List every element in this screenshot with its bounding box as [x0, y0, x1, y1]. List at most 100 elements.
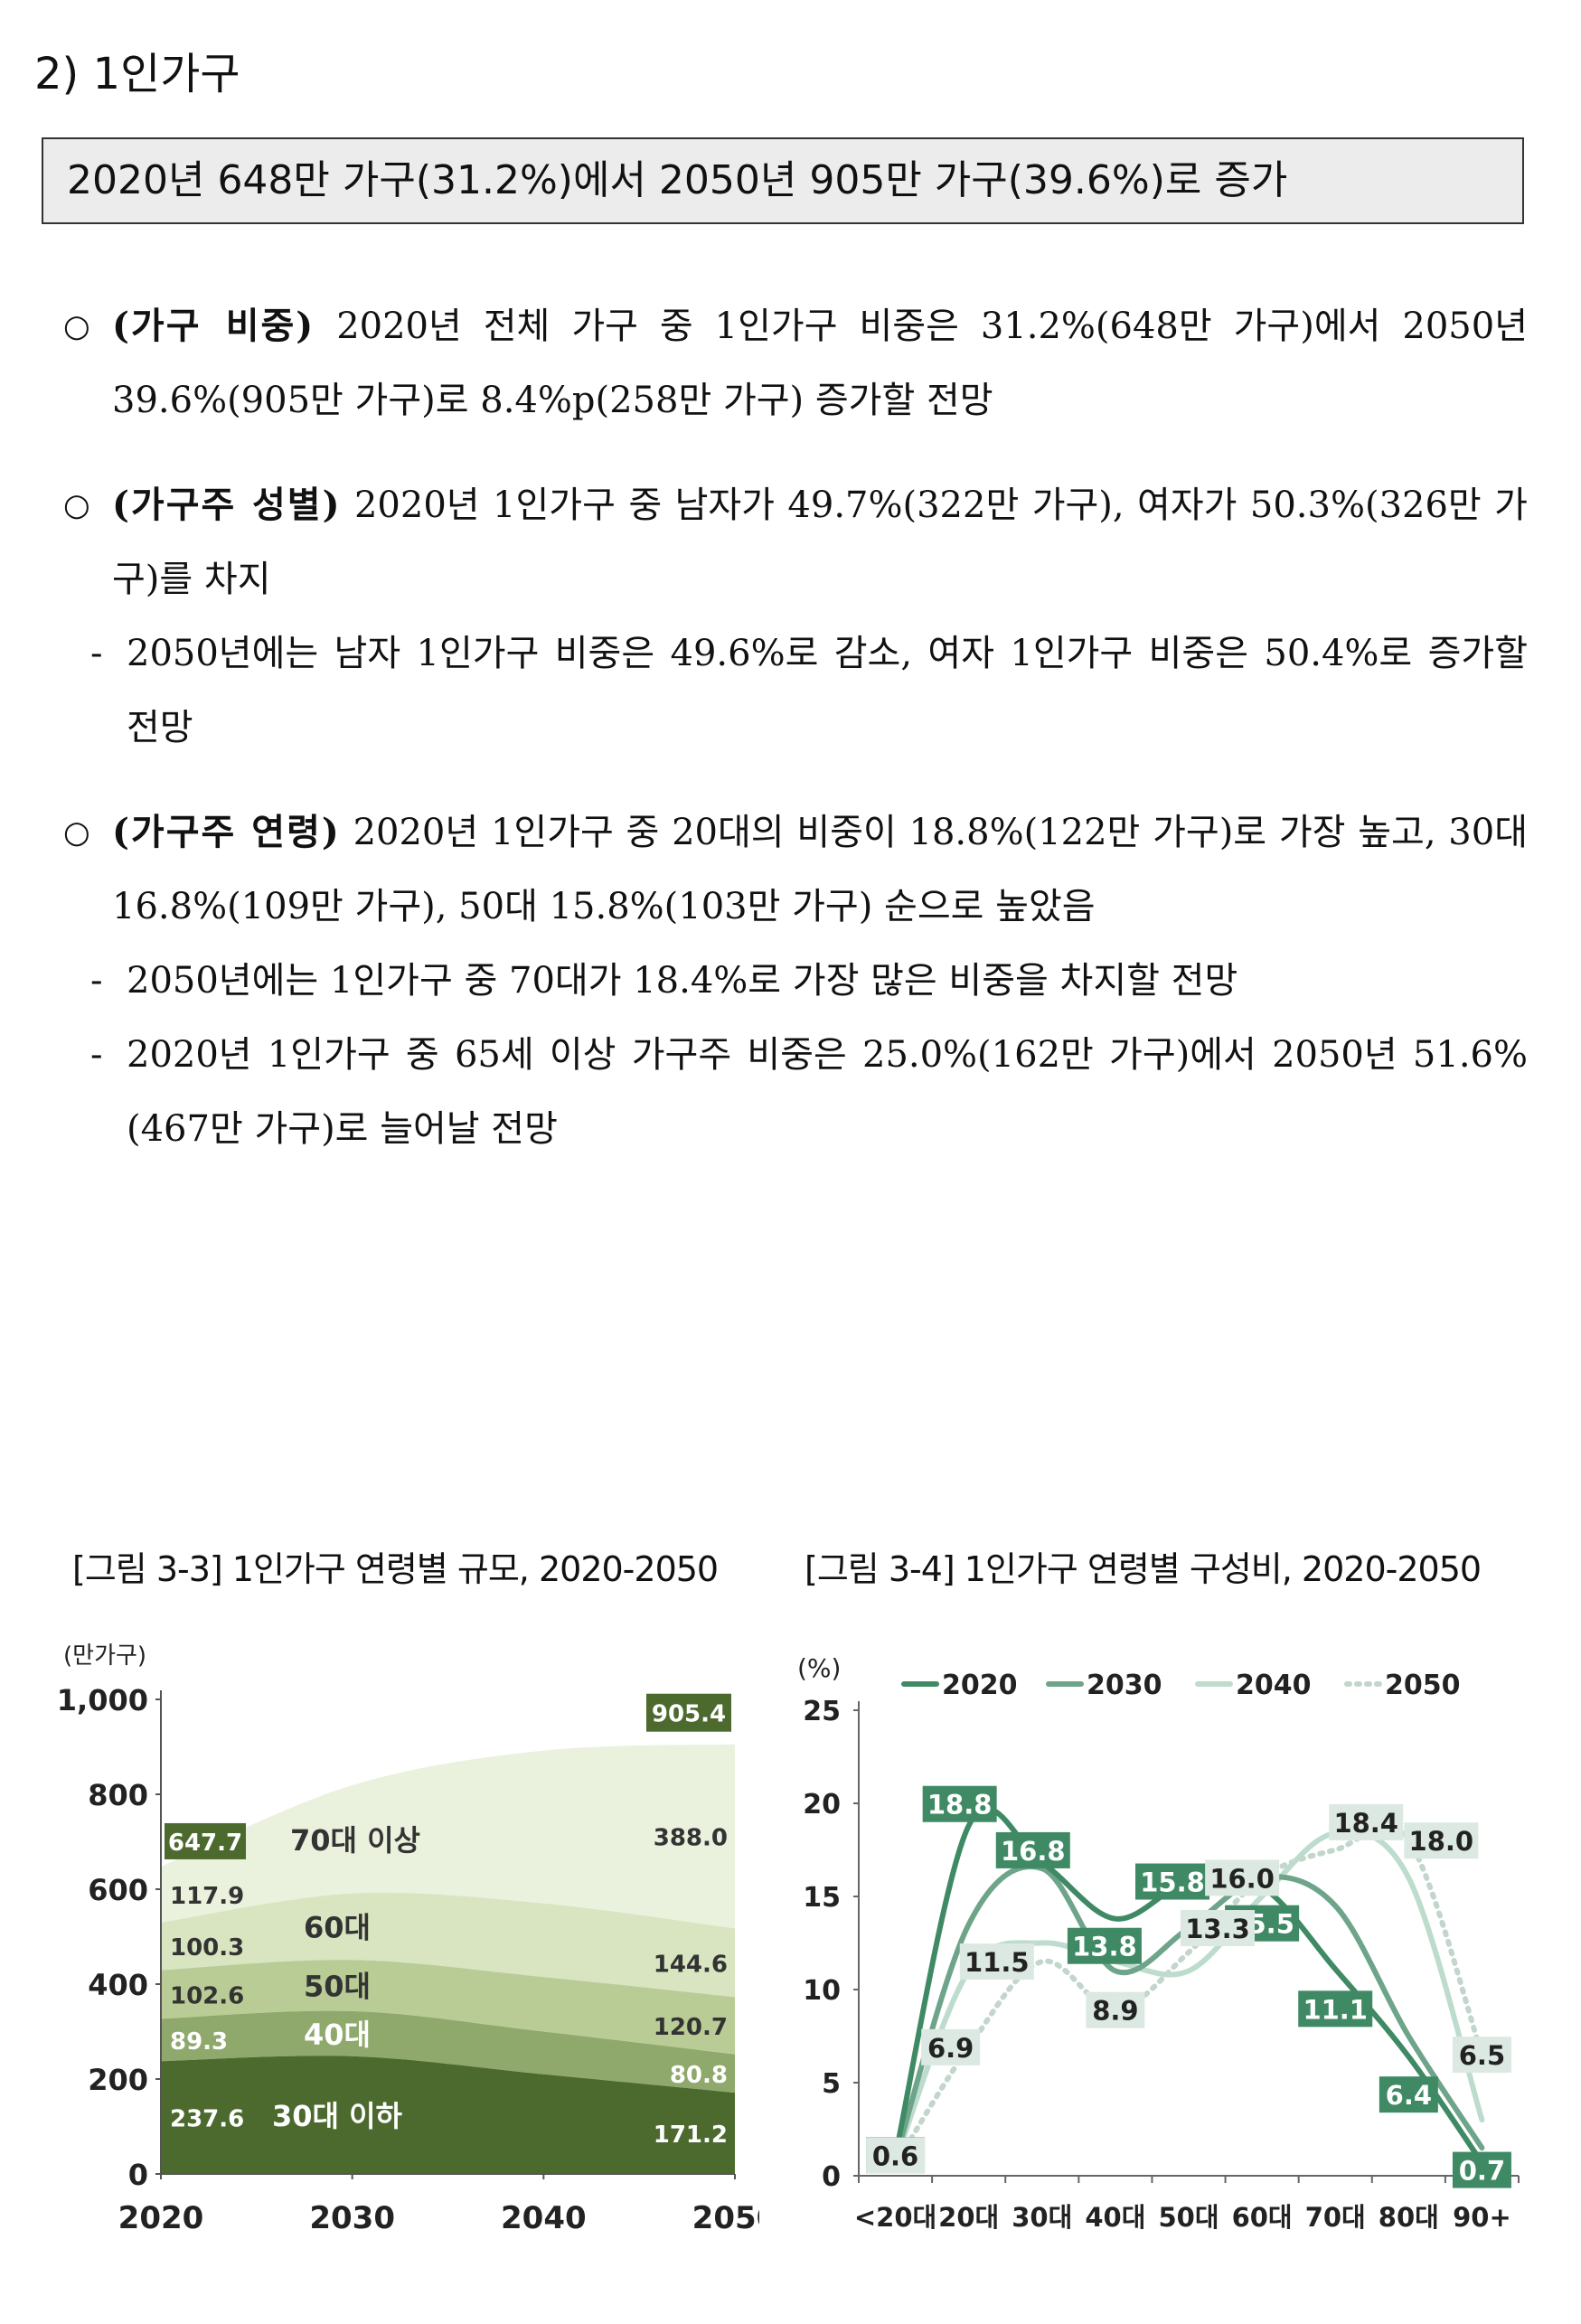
- x-tick-label: 60대: [1232, 2202, 1293, 2233]
- start-value-label: 89.3: [170, 2028, 228, 2056]
- paragraph-text: 2020년 1인가구 중 20대의 비중이 18.8%(122만 가구)로 가장…: [112, 812, 1528, 927]
- x-tick-label: 70대: [1305, 2202, 1366, 2233]
- data-label-2020: 15.8: [1140, 1868, 1205, 1898]
- term: (가구주 연령): [112, 811, 341, 853]
- y-tick-label: 0: [128, 2158, 148, 2192]
- start-value-label: 117.9: [170, 1883, 244, 1910]
- paragraph-text: 2020년 전체 가구 중 1인가구 비중은 31.2%(648만 가구)에서 …: [112, 306, 1528, 421]
- legend-label: 2030: [1087, 1670, 1162, 1701]
- paragraph-text: 2050년에는 1인가구 중 70대가 18.4%로 가장 많은 비중을 차지할…: [127, 960, 1238, 1002]
- y-tick-label: 20: [803, 1789, 841, 1821]
- term: (가구 비중): [112, 305, 315, 347]
- bullet-dash: -: [90, 960, 103, 1002]
- data-label-box-2020: [922, 1785, 997, 1822]
- paragraph-age: ○ (가구주 연령) 2020년 1인가구 중 20대의 비중이 18.8%(1…: [63, 795, 1528, 944]
- data-label-box: [921, 2028, 981, 2065]
- data-label: 8.9: [1092, 1996, 1138, 2027]
- y-tick-label: 10: [803, 1975, 841, 2007]
- bullet-dash: -: [90, 633, 103, 674]
- y-unit-label: (%): [797, 1653, 841, 1683]
- area-layer: [161, 2010, 735, 2093]
- area-layer: [161, 1960, 735, 2055]
- series-name-label: 50대: [304, 1970, 371, 2004]
- data-label-box: [1452, 2037, 1511, 2074]
- paragraph-elderly: - 2020년 1인가구 중 65세 이상 가구주 비중은 25.0%(162만…: [90, 1018, 1528, 1166]
- paragraph-text: 2020년 1인가구 중 남자가 49.7%(322만 가구), 여자가 50.…: [112, 485, 1528, 600]
- data-label-2020: 0.7: [1459, 2156, 1505, 2187]
- data-label-2020: 11.1: [1303, 1994, 1368, 2025]
- x-tick-label: 2050: [692, 2200, 759, 2236]
- total-label-start: 647.7: [168, 1830, 242, 1857]
- data-label-2020: 16.8: [1001, 1836, 1066, 1867]
- data-label: 11.5: [965, 1947, 1030, 1978]
- bullet-circle: ○: [63, 814, 90, 851]
- data-label: 18.0: [1409, 1826, 1474, 1857]
- x-tick-label: 2020: [118, 2200, 204, 2236]
- paragraph-share: ○ (가구 비중) 2020년 전체 가구 중 1인가구 비중은 31.2%(6…: [63, 289, 1528, 438]
- y-tick-label: 5: [822, 2068, 841, 2100]
- x-tick-label: 20대: [938, 2202, 999, 2233]
- end-value-label: 80.8: [670, 2062, 728, 2089]
- paragraph-text: 2050년에는 남자 1인가구 비중은 49.6%로 감소, 여자 1인가구 비…: [127, 633, 1528, 748]
- series-name-label: 40대: [304, 2018, 371, 2052]
- series-name-label: 60대: [304, 1910, 371, 1944]
- data-label-box: [1404, 1822, 1479, 1859]
- line-chart: 2020 2030 2040 2050 (%) 0 5 10 15 20 25 <20대 20대 30대…: [797, 1653, 1520, 2233]
- paragraph-text: 2020년 1인가구 중 65세 이상 가구주 비중은 25.0%(162만 가…: [127, 1034, 1528, 1150]
- data-label: 6.5: [1459, 2040, 1505, 2071]
- paragraph-gender-2050: - 2050년에는 남자 1인가구 비중은 49.6%로 감소, 여자 1인가구…: [90, 616, 1528, 765]
- data-label-box: [1329, 1803, 1404, 1840]
- data-label-box: [959, 1943, 1034, 1981]
- end-value-label: 120.7: [654, 2014, 728, 2041]
- x-tick-label: 90+: [1453, 2202, 1511, 2233]
- bullet-circle: ○: [63, 308, 90, 344]
- data-label: 13.3: [1185, 1914, 1250, 1944]
- x-tick-label: <20대: [854, 2202, 936, 2233]
- total-box-end: [646, 1693, 731, 1732]
- data-label: 6.9: [927, 2033, 974, 2064]
- y-tick-label: 15: [803, 1882, 841, 1914]
- data-label-box-2020: [1135, 1863, 1209, 1900]
- data-label-box: [1181, 1910, 1255, 1947]
- start-value-label: 237.6: [170, 2106, 244, 2133]
- data-label-box: [1086, 1991, 1145, 2028]
- total-box-start: [165, 1822, 246, 1859]
- data-label-2020: 6.4: [1386, 2080, 1432, 2111]
- data-label-box: [1205, 1859, 1280, 1896]
- y-tick-label: 800: [88, 1778, 148, 1812]
- data-label-box: [866, 2137, 926, 2174]
- series-name-label: 70대 이상: [290, 1823, 420, 1858]
- legend-label: 2050: [1385, 1670, 1461, 1701]
- legend-label: 2020: [942, 1670, 1018, 1701]
- series-line-2030: [892, 1864, 1485, 2162]
- x-tick-label: 2040: [501, 2200, 587, 2236]
- y-tick-label: 1,000: [57, 1683, 148, 1717]
- area-layer: [161, 1744, 735, 1929]
- area-layer: [161, 1892, 735, 1998]
- area-layer: [161, 2056, 735, 2174]
- figure-caption-left: [그림 3-3] 1인가구 연령별 규모, 2020-2050: [72, 1549, 719, 1589]
- data-label: 0.6: [872, 2141, 918, 2172]
- data-label-2020: 13.8: [1072, 1932, 1137, 1962]
- y-tick-label: 600: [88, 1873, 148, 1907]
- end-value-label: 388.0: [654, 1825, 728, 1852]
- data-label-box-2020: [1298, 1990, 1373, 2028]
- data-label-box-2020: [995, 1831, 1070, 1868]
- y-tick-label: 25: [803, 1696, 841, 1727]
- data-label-2020: 18.8: [927, 1790, 993, 1821]
- x-tick-label: 30대: [1012, 2202, 1072, 2233]
- y-unit-label: (만가구): [63, 1642, 146, 1670]
- legend-label: 2040: [1236, 1670, 1312, 1701]
- y-tick-label: 400: [88, 1968, 148, 2002]
- start-value-label: 100.3: [170, 1934, 244, 1962]
- end-value-label: 171.2: [654, 2122, 728, 2149]
- data-label: 16.0: [1209, 1863, 1275, 1894]
- x-tick-label: 50대: [1158, 2202, 1219, 2233]
- data-label-box-2020: [1452, 2151, 1511, 2188]
- y-tick-label: 200: [88, 2063, 148, 2097]
- x-tick-label: 80대: [1379, 2202, 1439, 2233]
- total-label-end: 905.4: [652, 1701, 726, 1728]
- start-value-label: 102.6: [170, 1982, 244, 2009]
- data-label: 18.4: [1333, 1808, 1398, 1839]
- section-heading: 2) 1인가구: [34, 49, 240, 99]
